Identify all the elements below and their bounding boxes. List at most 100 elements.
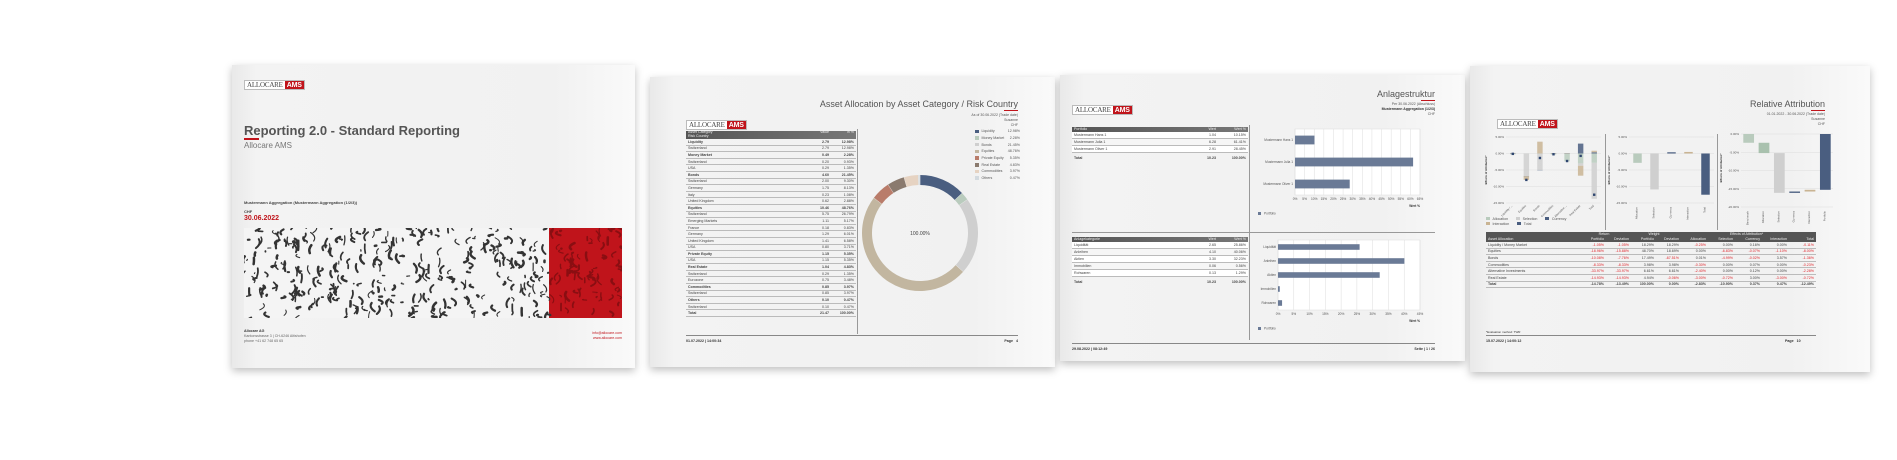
art-stroke (283, 309, 287, 316)
row-label: Switzerland (688, 179, 707, 184)
column-header: Asset Category Risk Country (688, 130, 713, 138)
cell-value: 0.12% (1749, 269, 1760, 274)
table-row: Total 21.47 100.00% (686, 310, 856, 318)
allocare-logo: ALLOCARE AMS (1072, 105, 1133, 115)
art-stroke (610, 278, 616, 286)
effect-bar (1591, 153, 1597, 163)
art-stroke (312, 297, 316, 306)
cell-value: 0.00% (1668, 282, 1679, 287)
art-stroke (434, 234, 440, 238)
art-stroke (572, 289, 579, 294)
category-label: Benchmark (1746, 210, 1750, 225)
cell-value: -14.93% (1590, 275, 1604, 280)
table-row: Equities 10.46 48.76% (686, 205, 856, 212)
logo-text: ALLOCARE (247, 81, 283, 89)
table-row: Switzerland 0.29 1.35% (686, 271, 856, 278)
column-header: in % (847, 130, 854, 134)
web-link[interactable]: www.allocare.com (593, 336, 622, 340)
y-tick-label: -10.00% (1493, 185, 1505, 189)
title-underline (244, 138, 259, 140)
art-stroke (389, 257, 394, 261)
art-stroke (319, 267, 324, 273)
art-stroke (543, 311, 549, 318)
cell-value: 0.00% (1776, 242, 1787, 247)
art-stroke (367, 290, 374, 299)
art-stroke (446, 269, 452, 275)
art-stroke (442, 298, 447, 309)
row-value: 10.46 (820, 205, 829, 210)
table-row: Switzerland 0.10 0.47% (686, 304, 856, 311)
art-stroke (519, 237, 524, 244)
effects-by-asset-class-chart: 5.00% 0.00% -5.00% -10.00% -15.00% Effects of… (1484, 135, 1601, 218)
art-stroke (460, 281, 466, 290)
art-stroke (450, 297, 458, 307)
art-stroke (571, 251, 575, 255)
art-stroke (429, 284, 435, 294)
effect-bar (1523, 153, 1530, 177)
art-stroke (568, 265, 575, 273)
art-stroke (510, 257, 515, 269)
effect-bar (1667, 152, 1676, 154)
cell-value: 6.61% (1668, 269, 1679, 274)
legend-label: Commodities (981, 169, 1003, 174)
x-tick-label: 5% (1302, 197, 1307, 201)
legend-swatch (1517, 221, 1521, 226)
legend-swatch (1258, 212, 1261, 215)
art-stroke (259, 303, 265, 311)
table-row: Bonds 4.60 21.45% (686, 172, 856, 179)
column-header: Total (1806, 237, 1814, 241)
row-value: 1.29 (822, 232, 829, 237)
client-name: Susanne (1004, 118, 1018, 122)
legend-item: Currency (1545, 216, 1566, 221)
table-row: France 0.18 0.83% (686, 225, 856, 232)
x-tick-label: 10% (1306, 312, 1313, 316)
art-stroke (597, 235, 601, 243)
art-stroke (617, 265, 622, 270)
row-label: USA (688, 245, 696, 250)
category-label: Interaction (1807, 211, 1811, 225)
legend-swatch (1486, 221, 1490, 226)
row-label: Eurozone (688, 278, 704, 283)
effect-bar (1523, 176, 1530, 180)
cell-value: -12.49% (1800, 282, 1814, 287)
table-row: Private Equity 1.15 5.35% (686, 251, 856, 258)
art-stroke (291, 240, 298, 244)
art-stroke (415, 274, 422, 284)
art-stroke (494, 237, 500, 245)
art-stroke (297, 289, 303, 297)
footer-page: Page 10 (1785, 339, 1801, 343)
table-row: Italy 0.23 1.08% (686, 192, 856, 199)
y-tick-label: 5.00% (1495, 135, 1504, 139)
donut-slice-private-equity (873, 184, 894, 204)
row-percent: 10.15% (1233, 133, 1246, 137)
total-marker (1525, 178, 1528, 182)
art-stroke (431, 301, 438, 312)
art-stroke (533, 240, 538, 248)
art-stroke (549, 228, 554, 235)
art-stroke (559, 263, 562, 270)
art-stroke (568, 253, 573, 263)
legend-label: Portfolio (1264, 327, 1276, 331)
cell-value: -1.05% (1592, 242, 1604, 247)
art-stroke (312, 228, 318, 234)
attribution-legend: Allocation Selection Currency Interaction To… (1486, 216, 1596, 226)
email-link[interactable]: info@allocare.com (592, 331, 622, 335)
art-stroke (327, 291, 332, 300)
report-date: 30.06.2022 (244, 215, 280, 222)
currency: CHF (1010, 123, 1018, 127)
art-stroke (617, 228, 622, 231)
y-tick-label: -5.00% (1729, 150, 1739, 154)
art-stroke (401, 237, 404, 242)
category-label: Mustermann Hans 1 (1264, 138, 1293, 142)
art-stroke (363, 243, 367, 254)
row-value: 0.10 (822, 298, 829, 303)
legend-value: 3.97% (1009, 169, 1020, 174)
art-stroke (400, 282, 405, 285)
asset-allocation-subheader: As of 30.06.2022 (Trade date) Susanne CH… (971, 113, 1018, 128)
row-label: Mustermann Hans 1 (1074, 133, 1107, 137)
as-of-date: As of 30.06.2022 (Trade date) (971, 113, 1018, 117)
art-stroke (564, 307, 569, 314)
logo-badge: AMS (1537, 120, 1557, 128)
row-value: 1.04 (822, 265, 829, 270)
column-header: Value (820, 130, 829, 134)
